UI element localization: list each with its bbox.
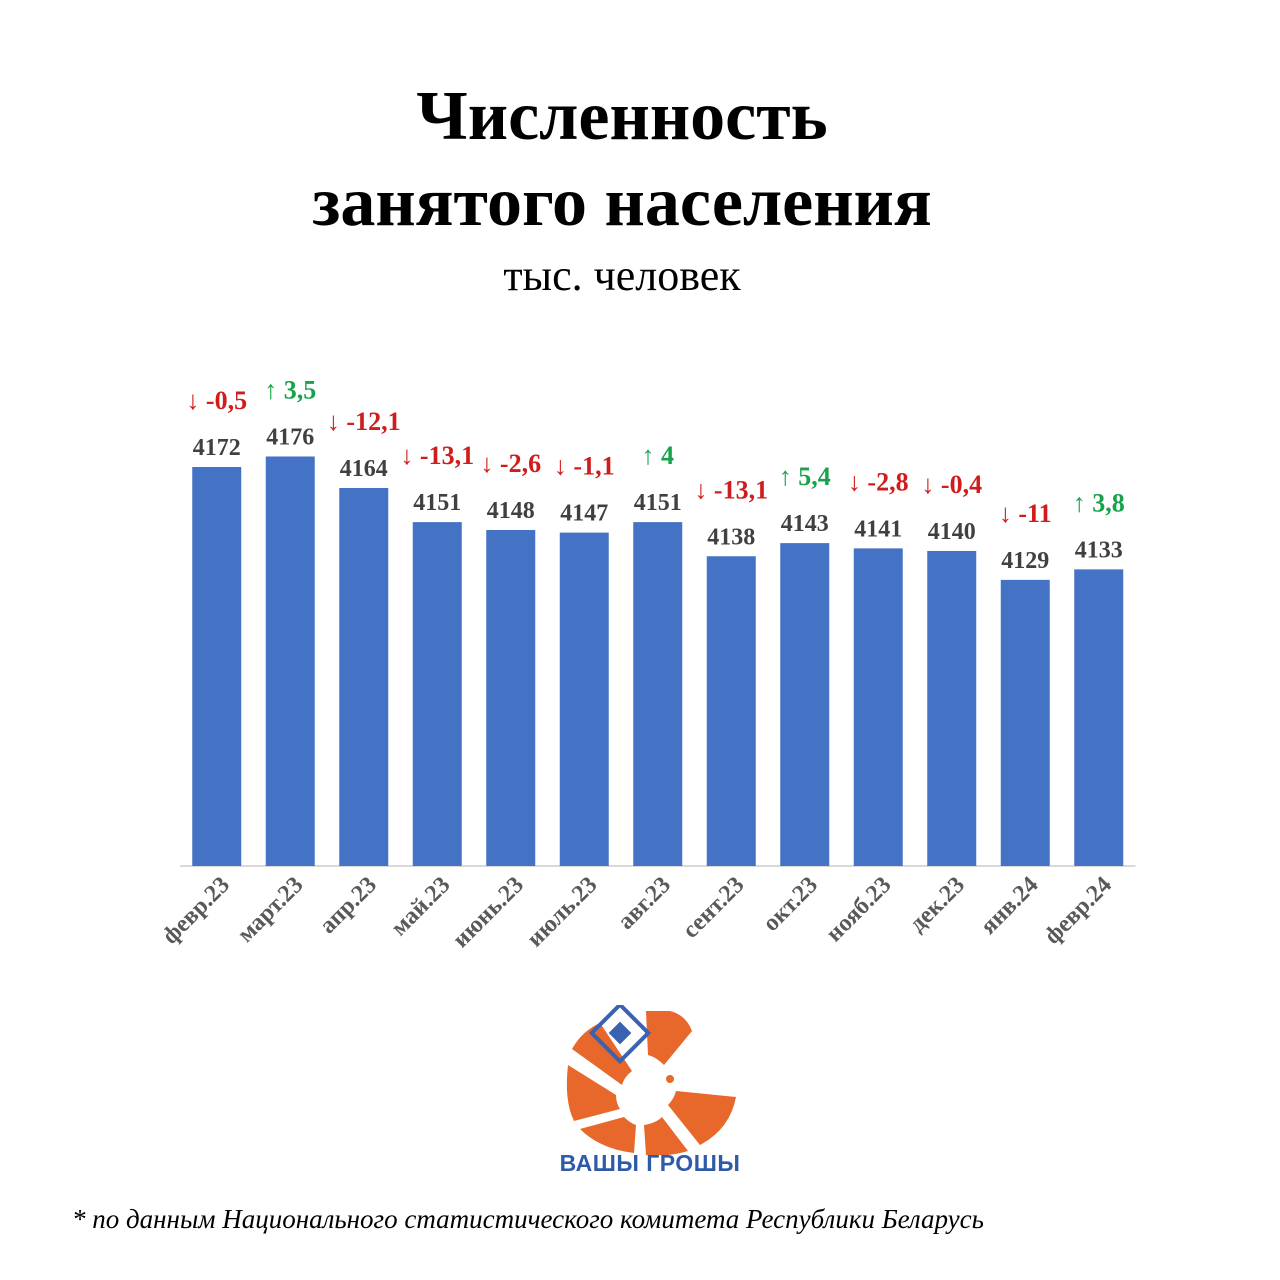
logo-mark: [566, 1005, 736, 1155]
category-label: дек.23: [904, 872, 969, 937]
value-label: 4141: [854, 516, 902, 542]
logo-petal: [668, 1091, 736, 1145]
bar: [486, 530, 536, 866]
category-label: февр.24: [1040, 872, 1117, 949]
change-label: ↓ -12,1: [327, 407, 401, 436]
logo-petal: [646, 1011, 692, 1065]
change-label: ↑ 5,4: [779, 462, 831, 491]
category-label: февр.23: [158, 872, 235, 949]
bar: [927, 551, 977, 866]
category-label: нояб.23: [821, 872, 896, 947]
category-label: окт.23: [758, 872, 823, 937]
change-label: ↑ 4: [642, 441, 675, 470]
value-label: 4143: [781, 511, 829, 537]
value-label: 4151: [634, 490, 682, 516]
change-label: ↓ -13,1: [400, 441, 474, 470]
bar: [265, 456, 315, 866]
category-label: март.23: [233, 872, 309, 948]
change-label: ↓ -0,4: [921, 470, 982, 499]
ornament-icon: [608, 1021, 632, 1045]
bar: [192, 467, 242, 866]
value-label: 4164: [340, 456, 388, 482]
category-label: янв.24: [976, 872, 1044, 940]
value-label: 4129: [1001, 548, 1049, 574]
change-label: ↓ -11: [999, 499, 1052, 528]
ornament-icon: [588, 1005, 652, 1065]
bar-chart: 4172 ↓ -0,5 февр.23 4176 ↑ 3,5 март.23 4164 ↓ -…: [158, 376, 1136, 953]
value-label: 4148: [487, 498, 535, 524]
value-label: 4176: [266, 425, 314, 451]
change-label: ↓ -0,5: [186, 386, 247, 415]
change-label: ↑ 3,8: [1073, 488, 1125, 517]
chart-title-line2: занятого населения: [312, 164, 932, 241]
value-label: 4151: [413, 490, 461, 516]
value-label: 4133: [1075, 537, 1123, 563]
bar: [780, 543, 830, 866]
logo-text: ВАШЫ ГРОШЫ: [559, 1150, 741, 1176]
chart-subtitle: тыс. человек: [503, 251, 741, 300]
bar: [633, 522, 683, 866]
source-footnote: * по данным Национального статистическог…: [72, 1204, 984, 1234]
logo-petal: [580, 1117, 636, 1153]
change-label: ↓ -2,6: [480, 449, 541, 478]
logo-petal: [566, 1065, 620, 1121]
category-label: авг.23: [613, 872, 676, 935]
bar: [412, 522, 462, 866]
change-label: ↓ -13,1: [694, 475, 768, 504]
value-label: 4138: [707, 524, 755, 550]
category-label: июль.23: [522, 872, 602, 952]
bar: [1074, 569, 1124, 866]
category-label: сент.23: [678, 872, 750, 944]
category-label: апр.23: [315, 872, 382, 939]
logo-petal: [572, 1023, 632, 1085]
category-label: май.23: [386, 872, 455, 941]
value-label: 4147: [560, 501, 608, 527]
bar: [1000, 579, 1050, 866]
bar: [853, 548, 903, 866]
bar: [559, 532, 609, 866]
change-label: ↑ 3,5: [264, 376, 316, 405]
value-label: 4140: [928, 519, 976, 545]
value-label: 4172: [193, 435, 241, 461]
change-label: ↓ -2,8: [848, 467, 909, 496]
logo-petal: [644, 1117, 688, 1155]
bar: [339, 488, 389, 866]
chart-title-line1: Численность: [416, 78, 828, 155]
category-label: июнь.23: [448, 872, 529, 953]
bar: [706, 556, 756, 866]
logo-dot: [666, 1075, 674, 1083]
change-label: ↓ -1,1: [554, 452, 615, 481]
